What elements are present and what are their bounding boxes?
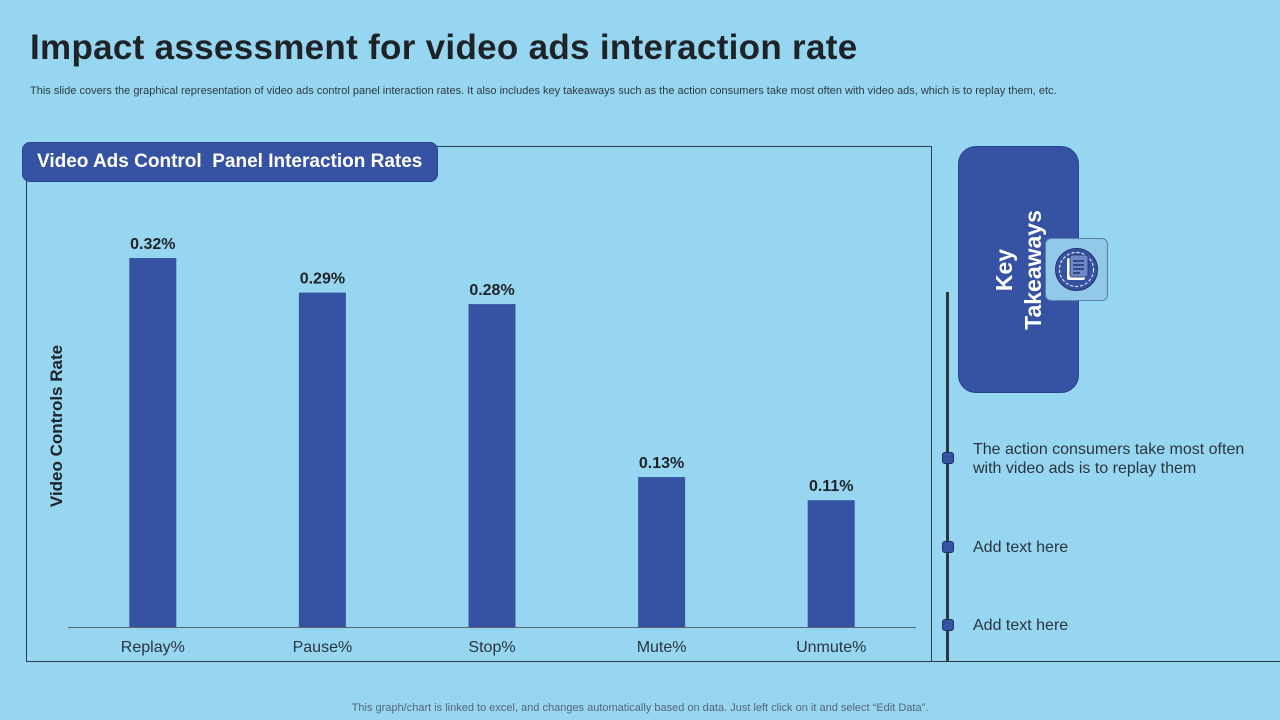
footer-note: This graph/chart is linked to excel, and… xyxy=(351,702,929,714)
bar-unmute xyxy=(807,500,855,627)
data-label: 0.28% xyxy=(469,282,514,299)
page-subtitle: This slide covers the graphical represen… xyxy=(30,85,1057,97)
data-label: 0.13% xyxy=(639,455,684,472)
takeaway-item: Add text here xyxy=(973,617,1069,634)
takeaway-item: The action consumers take most often wit… xyxy=(973,441,1245,477)
divider-line xyxy=(932,661,1280,662)
x-tick-label: Stop% xyxy=(468,639,515,656)
data-label: 0.29% xyxy=(300,271,345,288)
data-label: 0.32% xyxy=(130,236,175,253)
x-tick-label: Unmute% xyxy=(796,639,866,656)
takeaway-item: Add text here xyxy=(973,539,1069,556)
timeline-marker xyxy=(942,541,954,553)
timeline-marker xyxy=(942,619,954,631)
x-tick-label: Mute% xyxy=(637,639,687,656)
bar-replay xyxy=(129,258,177,627)
x-tick-label: Pause% xyxy=(293,639,353,656)
bar-pause xyxy=(298,292,346,627)
page-title: Impact assessment for video ads interact… xyxy=(30,28,858,67)
key-takeaways-heading: Key Takeaways xyxy=(990,209,1046,330)
data-label: 0.11% xyxy=(809,478,853,495)
timeline-line xyxy=(946,292,949,662)
y-axis-label: Video Controls Rate xyxy=(47,345,66,507)
chart-title: Video Ads Control Panel Interaction Rate… xyxy=(22,142,438,182)
bar-chart: 0.32% Replay% 0.29% Pause% 0.28% Stop% 0.13% Mu… xyxy=(47,236,916,656)
document-icon xyxy=(1045,238,1108,301)
chart-frame xyxy=(26,146,932,662)
bar-stop xyxy=(468,304,516,627)
timeline-marker xyxy=(942,452,954,464)
x-tick-label: Replay% xyxy=(121,639,185,656)
bar-mute xyxy=(638,477,686,627)
